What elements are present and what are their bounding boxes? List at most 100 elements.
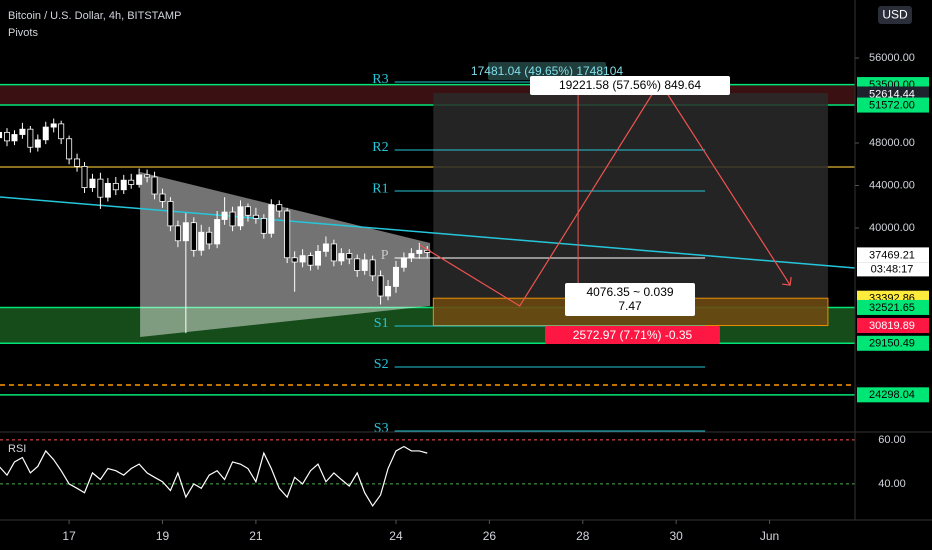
price-label-bg: [857, 335, 929, 351]
candle-body: [167, 201, 174, 227]
x-tick-label: 21: [249, 529, 263, 543]
candle-body: [252, 214, 259, 219]
x-tick-label: 24: [389, 529, 403, 543]
candle-body: [221, 211, 228, 220]
measure-box: [565, 283, 695, 316]
measure-text: 17481.04 (49.65%) 1748104: [471, 64, 623, 78]
candle-body: [151, 176, 158, 195]
price-label-bg: [857, 299, 929, 315]
candle-body: [392, 266, 399, 287]
candle-body: [4, 131, 11, 142]
rsi-tick-label: 60.00: [878, 434, 906, 446]
price-label: 30819.89: [869, 320, 915, 332]
measure-box: [545, 326, 720, 344]
countdown-bg: [857, 262, 929, 277]
candle-body: [338, 253, 345, 262]
candle-body: [291, 257, 298, 263]
x-tick-label: Jun: [760, 529, 779, 543]
candle-body: [0, 131, 3, 139]
pivot-label: R3: [372, 72, 388, 87]
candle-body: [299, 255, 306, 263]
candle-body: [244, 206, 251, 216]
currency-bg: [878, 6, 912, 24]
y-tick-label: 44000.00: [869, 179, 915, 191]
price-label: 37469.21: [869, 249, 915, 261]
measure-box: [530, 76, 730, 95]
candle-body: [128, 179, 135, 185]
pivot-label: S1: [374, 316, 389, 331]
candle-body: [330, 243, 337, 262]
price-label-bg: [857, 247, 929, 263]
candle-body: [11, 134, 18, 142]
measure-text: 4076.35 ~ 0.039: [586, 285, 673, 299]
candle-body: [112, 182, 119, 191]
forecast-path: [419, 80, 791, 307]
candle-body: [34, 139, 41, 148]
range-box: [433, 93, 828, 301]
price-label: 29150.49: [869, 338, 915, 350]
candle-body: [369, 259, 376, 277]
y-tick-label: 56000.00: [869, 52, 915, 64]
candle-body: [400, 257, 407, 268]
x-tick-label: 26: [483, 529, 497, 543]
measure-box: [488, 62, 606, 80]
pivot-label: R1: [372, 181, 388, 196]
candle-body: [276, 204, 283, 212]
price-label-bg: [857, 318, 929, 334]
candle-body: [314, 250, 321, 266]
candle-body: [385, 286, 392, 297]
candle-body: [214, 219, 221, 245]
x-tick-label: 30: [669, 529, 683, 543]
candle-body: [260, 218, 267, 234]
candle-body: [174, 225, 181, 242]
candle-body: [307, 255, 314, 266]
candle-body: [89, 178, 96, 189]
candle-body: [81, 165, 88, 189]
candle-body: [229, 211, 236, 227]
x-tick-label: 28: [576, 529, 590, 543]
price-label: 24298.04: [869, 389, 915, 401]
candle-body: [42, 126, 49, 141]
price-label: 51572.00: [869, 99, 915, 111]
candle-body: [19, 128, 26, 135]
trendline: [0, 196, 855, 269]
y-tick-label: 40000.00: [869, 222, 915, 234]
pivot-label: R2: [372, 140, 388, 155]
candle-body: [322, 243, 329, 252]
candle-body: [408, 253, 415, 259]
candle-body: [136, 174, 143, 185]
candle-body: [66, 138, 73, 160]
candle-body: [346, 253, 353, 260]
candle-body: [361, 259, 368, 271]
pivot-label: S3: [374, 421, 389, 436]
candle-body: [377, 275, 384, 297]
rsi-title: RSI: [8, 443, 26, 455]
main-pane: R3 R2 R1 P S1 S2 S3: [0, 72, 855, 436]
x-tick-label: 19: [156, 529, 170, 543]
price-label: 32521.65: [869, 302, 915, 314]
candle-body: [159, 193, 166, 202]
pivot-label: S2: [374, 357, 389, 372]
candle-body: [198, 231, 205, 251]
rsi-line: [0, 445, 428, 508]
measure-text: 2572.97 (7.71%) -0.35: [573, 328, 693, 342]
candle-body: [27, 128, 34, 148]
candle-body: [144, 174, 151, 178]
currency: USD: [882, 8, 908, 22]
candle-body: [182, 222, 189, 242]
candle-body: [58, 123, 65, 140]
measure-text: 7.47: [618, 299, 642, 313]
arrow-head: [782, 276, 792, 286]
candle-body: [120, 179, 127, 191]
x-tick-label: 17: [62, 529, 76, 543]
candle-body: [268, 204, 275, 234]
candle-body: [416, 249, 423, 254]
candle-body: [284, 210, 291, 259]
symbol-title: Bitcoin / U.S. Dollar, 4h, BITSTAMP: [8, 10, 181, 22]
candle-body: [190, 222, 197, 251]
price-label: 52614.44: [869, 88, 915, 100]
rsi-tick-label: 40.00: [878, 478, 906, 490]
candle-body: [354, 258, 361, 271]
